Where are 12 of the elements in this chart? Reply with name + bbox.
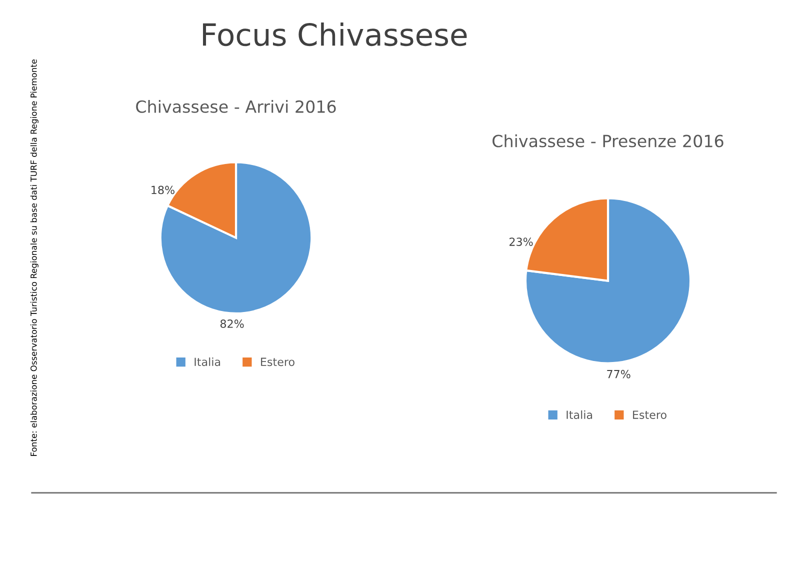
data-label: 82%: [220, 320, 244, 328]
data-label: 23%: [510, 238, 533, 246]
chart-title: Chivassese - Arrivi 2016: [136, 100, 336, 113]
data-label: 77%: [607, 370, 630, 378]
legend-label: Italia: [566, 410, 592, 420]
text: Focus Chivassese: [203, 22, 467, 46]
source-note: Fonte: elaborazione Osservatorio Turistico Regionale su base dati TURF della Regione Piemonte: [30, 59, 38, 456]
legend-label: Estero: [261, 358, 294, 366]
legend-label: Estero: [633, 410, 666, 420]
legend-label: Italia: [194, 357, 220, 366]
data-label: 18%: [152, 186, 174, 194]
chart-title: Chivassese - Presenze 2016: [492, 134, 724, 148]
